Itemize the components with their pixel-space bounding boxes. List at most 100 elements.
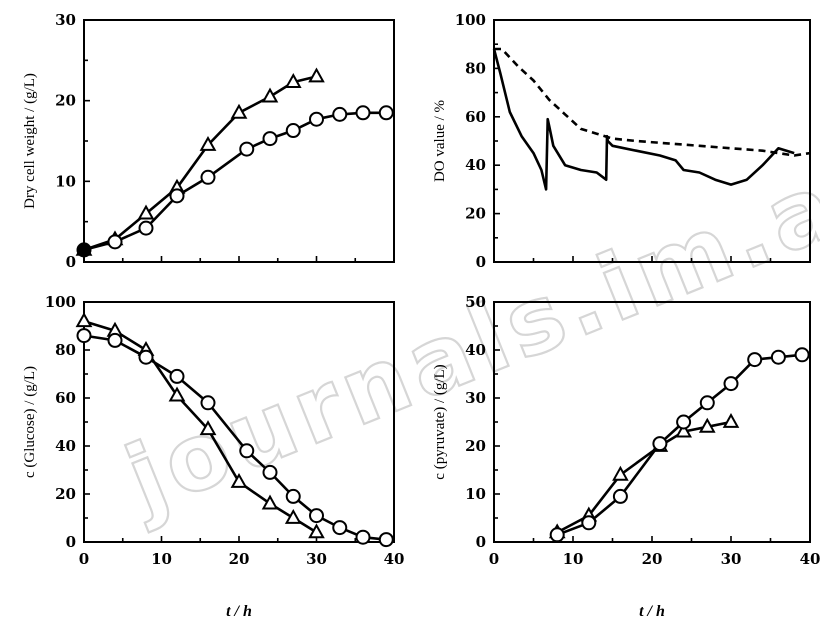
y-tick-label-glucose: 20 [55,485,76,503]
data-point-triangle-pyruvate [722,412,740,428]
data-point-circle-dcw [239,141,255,157]
y-tick-label-pyruvate: 20 [465,437,486,455]
data-point-circle-pyruvate [581,515,597,531]
series-line-do-0 [492,48,795,191]
y-tick-label-do: 20 [465,205,486,223]
data-point-triangle-glucose [261,494,279,510]
data-point-circle-glucose [169,368,185,384]
data-point-circle-glucose [378,532,394,548]
panels-group: 0 10 20 30 Dry cell weight / (g/L) 0 20 40 60 80 1… [22,11,820,620]
y-axis-label-do: DO value / % [432,100,448,182]
data-point-triangle-glucose [75,312,93,328]
y-tick-label-dcw: 0 [66,253,76,271]
data-point-circle-dcw [332,106,348,122]
data-point-circle-pyruvate [747,352,763,368]
y-axis-label-dcw: Dry cell weight / (g/L) [22,73,38,209]
data-point-circle-pyruvate [676,414,692,430]
data-point-circle-dcw [138,220,154,236]
x-tick-label-glucose: 10 [151,550,172,568]
data-point-circle-pyruvate [652,436,668,452]
data-point-circle-glucose [239,443,255,459]
x-tick-label-pyruvate: 40 [800,550,820,568]
y-tick-label-pyruvate: 40 [465,341,486,359]
x-tick-label-pyruvate: 20 [642,550,663,568]
data-point-circle-dcw [285,123,301,139]
data-point-circle-glucose [200,395,216,411]
x-tick-label-glucose: 30 [306,550,327,568]
data-point-triangle-pyruvate [698,417,716,433]
series-line-do-1 [494,47,811,157]
x-tick-label-glucose: 0 [79,550,89,568]
x-tick-label-glucose: 20 [229,550,250,568]
y-tick-label-pyruvate: 10 [465,485,486,503]
data-point-circle-glucose [332,520,348,536]
chart-pyruvate: 0 10 20 30 40 50 0 10 20 30 40 c (pyruvate) / (g/L)… [432,293,820,620]
data-point-triangle-glucose [308,523,325,539]
x-tick-label-glucose: 40 [384,550,405,568]
chart-dcw: 0 10 20 30 Dry cell weight / (g/L) [22,11,395,271]
y-tick-label-do: 40 [465,156,486,174]
data-point-circle-dcw [309,111,324,127]
y-tick-label-pyruvate: 0 [476,533,486,551]
data-point-circle-dcw [262,131,278,147]
data-point-circle-dcw [355,105,371,121]
y-tick-label-dcw: 30 [55,11,76,29]
chart-do: 0 20 40 60 80 100 DO value / % [432,11,811,271]
data-point-triangle-glucose [199,420,217,436]
data-point-triangle-glucose [230,472,248,488]
y-axis-label-pyruvate: c (pyruvate) / (g/L) [432,364,448,479]
x-tick-label-pyruvate: 0 [489,550,499,568]
y-tick-label-glucose: 40 [55,437,76,455]
chart-glucose: 0 20 40 60 80 100 0 10 20 30 40 c (Glucose) / (g/L)… [22,293,404,620]
y-tick-label-pyruvate: 30 [465,389,486,407]
data-point-circle-pyruvate [723,376,739,392]
data-point-circle-pyruvate [794,347,810,363]
data-point-circle-dcw [76,242,92,258]
data-point-circle-glucose [285,488,301,504]
data-point-circle-glucose [309,508,324,524]
y-tick-label-do: 80 [465,59,486,77]
y-axis-label-glucose: c (Glucose) / (g/L) [22,366,38,478]
data-point-circle-pyruvate [699,395,715,411]
data-point-circle-glucose [355,529,371,545]
data-point-triangle-dcw [137,204,155,220]
y-tick-label-pyruvate: 50 [465,293,486,311]
x-axis-label-pyruvate: t / h [639,603,665,620]
data-point-triangle-dcw [261,87,279,103]
data-point-circle-dcw [169,188,185,204]
y-tick-label-dcw: 20 [55,92,76,110]
data-point-circle-pyruvate [612,488,628,504]
data-point-triangle-dcw [199,135,217,151]
y-tick-label-dcw: 10 [55,172,76,190]
y-tick-label-glucose: 80 [55,341,76,359]
x-tick-label-pyruvate: 30 [721,550,742,568]
x-tick-label-pyruvate: 10 [563,550,584,568]
data-point-triangle-glucose [284,508,302,524]
data-point-triangle-glucose [168,386,186,402]
y-tick-label-glucose: 60 [55,389,76,407]
data-point-circle-pyruvate [770,349,786,365]
x-axis-label-glucose: t / h [226,603,252,620]
data-point-triangle-dcw [308,67,325,83]
y-tick-label-do: 60 [465,108,486,126]
data-point-circle-glucose [76,328,92,344]
data-point-circle-glucose [107,332,123,348]
data-point-circle-dcw [107,234,123,250]
data-point-circle-glucose [138,349,154,365]
y-tick-label-do: 0 [476,253,486,271]
series-line-pyruvate-0 [556,420,732,534]
data-point-circle-glucose [262,464,278,480]
data-point-triangle-dcw [284,73,302,88]
y-tick-label-glucose: 100 [45,293,76,311]
y-tick-label-glucose: 0 [66,533,76,551]
series-line-dcw-1 [83,111,387,252]
y-tick-label-do: 100 [455,11,486,29]
data-point-triangle-pyruvate [675,422,693,438]
series-line-dcw-0 [83,75,317,252]
series-line-pyruvate-1 [556,353,803,537]
data-point-circle-pyruvate [549,527,565,543]
data-point-triangle-pyruvate [612,465,629,481]
data-point-triangle-dcw [230,103,248,119]
